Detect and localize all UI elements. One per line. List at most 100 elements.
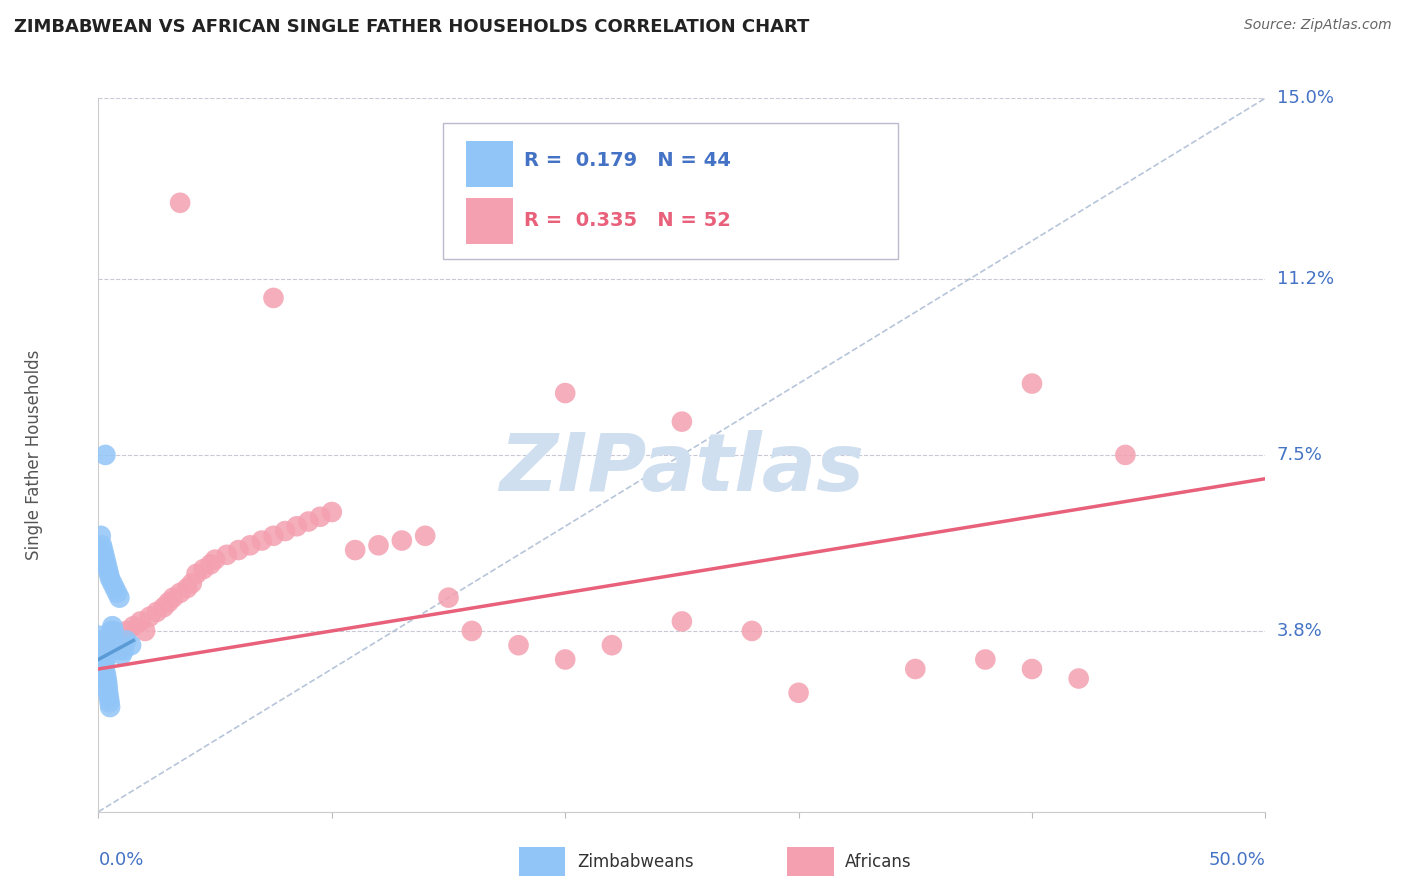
- Point: [97, 566, 120, 581]
- Point: [98, 695, 121, 709]
- Point: [250, 533, 273, 548]
- FancyBboxPatch shape: [443, 123, 898, 259]
- Point: [146, 605, 169, 619]
- Point: [193, 562, 215, 576]
- Point: [152, 600, 174, 615]
- Point: [1114, 448, 1136, 462]
- Point: [215, 548, 238, 562]
- Point: [120, 638, 142, 652]
- Bar: [787, 847, 834, 876]
- Point: [367, 538, 389, 552]
- Text: 50.0%: 50.0%: [1209, 851, 1265, 869]
- Point: [437, 591, 460, 605]
- Point: [104, 633, 127, 648]
- Point: [98, 633, 121, 648]
- Text: Single Father Households: Single Father Households: [25, 350, 44, 560]
- Text: 3.8%: 3.8%: [1277, 622, 1322, 640]
- Point: [344, 543, 367, 558]
- Point: [105, 586, 128, 600]
- Point: [162, 591, 184, 605]
- Text: R =  0.179   N = 44: R = 0.179 N = 44: [524, 151, 731, 169]
- Point: [180, 576, 202, 591]
- Point: [297, 515, 319, 529]
- Point: [176, 581, 198, 595]
- Point: [413, 529, 436, 543]
- Point: [122, 619, 145, 633]
- Point: [108, 643, 131, 657]
- Point: [97, 690, 120, 705]
- Text: R =  0.335   N = 52: R = 0.335 N = 52: [524, 211, 731, 230]
- Point: [262, 529, 284, 543]
- Text: Africans: Africans: [845, 853, 912, 871]
- Point: [108, 591, 131, 605]
- Point: [104, 629, 127, 643]
- Point: [100, 624, 122, 638]
- Point: [115, 624, 138, 638]
- Point: [103, 624, 125, 638]
- Point: [285, 519, 308, 533]
- Point: [98, 572, 121, 586]
- Point: [91, 652, 114, 666]
- Point: [554, 386, 576, 401]
- Point: [904, 662, 927, 676]
- Point: [89, 633, 111, 648]
- Point: [111, 648, 134, 662]
- Point: [101, 619, 124, 633]
- Point: [115, 633, 138, 648]
- Point: [105, 638, 128, 652]
- Point: [204, 552, 226, 566]
- Point: [91, 652, 114, 666]
- Point: [974, 652, 997, 666]
- Point: [1021, 376, 1043, 391]
- Point: [1067, 672, 1090, 686]
- Point: [90, 529, 112, 543]
- Bar: [465, 198, 513, 244]
- Text: Source: ZipAtlas.com: Source: ZipAtlas.com: [1244, 18, 1392, 32]
- Point: [93, 662, 115, 676]
- Text: Zimbabweans: Zimbabweans: [576, 853, 693, 871]
- Bar: [519, 847, 565, 876]
- Point: [600, 638, 623, 652]
- Point: [90, 643, 112, 657]
- Point: [90, 538, 112, 552]
- Point: [186, 566, 208, 581]
- Point: [112, 643, 135, 657]
- Point: [228, 543, 250, 558]
- Point: [89, 638, 111, 652]
- Point: [96, 672, 118, 686]
- Point: [94, 552, 117, 566]
- Point: [671, 415, 693, 429]
- Point: [97, 686, 120, 700]
- Point: [309, 509, 332, 524]
- Point: [94, 666, 117, 681]
- Point: [157, 595, 180, 609]
- Point: [90, 648, 112, 662]
- Bar: [465, 141, 513, 187]
- Point: [104, 581, 127, 595]
- Point: [787, 686, 810, 700]
- Point: [200, 558, 222, 572]
- Text: ZIMBABWEAN VS AFRICAN SINGLE FATHER HOUSEHOLDS CORRELATION CHART: ZIMBABWEAN VS AFRICAN SINGLE FATHER HOUS…: [14, 18, 810, 36]
- Point: [239, 538, 262, 552]
- Point: [97, 681, 120, 695]
- Point: [93, 548, 115, 562]
- Point: [101, 576, 124, 591]
- Point: [262, 291, 284, 305]
- Point: [554, 652, 576, 666]
- Text: ZIPatlas: ZIPatlas: [499, 430, 865, 508]
- Point: [90, 638, 112, 652]
- Point: [96, 558, 118, 572]
- Text: 7.5%: 7.5%: [1277, 446, 1323, 464]
- Point: [391, 533, 413, 548]
- Point: [98, 700, 121, 714]
- Point: [94, 638, 117, 652]
- Point: [274, 524, 297, 538]
- Point: [671, 615, 693, 629]
- Point: [94, 652, 117, 666]
- Text: 11.2%: 11.2%: [1277, 270, 1334, 288]
- Point: [508, 638, 530, 652]
- Point: [93, 657, 115, 672]
- Point: [139, 609, 162, 624]
- Point: [111, 638, 134, 652]
- Point: [169, 195, 191, 210]
